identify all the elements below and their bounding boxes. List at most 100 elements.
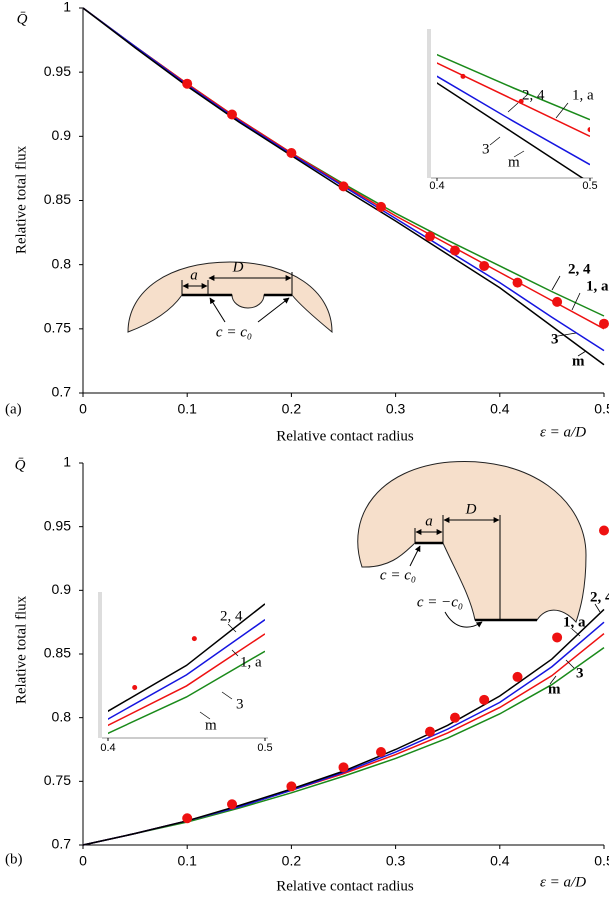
inset-label-leader bbox=[199, 711, 211, 720]
label-leader bbox=[565, 659, 575, 669]
x-tick-label: 0 bbox=[79, 401, 87, 417]
data-point bbox=[479, 260, 490, 271]
diagram-label: D bbox=[232, 259, 244, 275]
x-tick-label: 0.1 bbox=[177, 853, 197, 869]
series-label: 2, 4 bbox=[590, 589, 609, 605]
series-line bbox=[108, 603, 265, 713]
panel-label: (a) bbox=[5, 401, 22, 417]
x-axis-formula: ε = a/D bbox=[540, 424, 586, 440]
data-point bbox=[552, 296, 563, 307]
diagram-label: a bbox=[190, 267, 198, 283]
y-tick-label: 0.9 bbox=[52, 581, 72, 597]
data-point bbox=[424, 231, 435, 242]
inset-series-label: 2, 4 bbox=[522, 87, 545, 103]
inset-data-point bbox=[263, 504, 268, 509]
y-tick-label: 0.9 bbox=[52, 127, 72, 143]
inset-background bbox=[431, 29, 594, 178]
x-tick-label: 0 bbox=[79, 853, 87, 869]
inset-label-leader bbox=[507, 102, 519, 113]
series-line bbox=[108, 619, 265, 720]
label-leader bbox=[557, 332, 577, 337]
y-tick-label: 0.95 bbox=[44, 63, 71, 79]
diagram-b: a D c = c₀ c = −c₀ bbox=[357, 460, 587, 628]
inset-x-tick-label: 0.4 bbox=[429, 180, 444, 192]
data-point bbox=[424, 726, 435, 737]
x-axis-label: Relative contact radius bbox=[276, 878, 414, 894]
data-point bbox=[227, 109, 238, 120]
series-label: m bbox=[572, 353, 585, 369]
x-tick-label: 0.2 bbox=[282, 401, 302, 417]
diagram-label: D bbox=[465, 501, 477, 517]
series-label: 3 bbox=[576, 665, 584, 681]
inset-series-label: 3 bbox=[482, 141, 490, 157]
x-tick-label: 0.3 bbox=[386, 401, 406, 417]
label-leader bbox=[549, 675, 557, 685]
y-axis-symbol: Q̄ bbox=[15, 457, 26, 473]
inset-label-leader bbox=[513, 150, 525, 158]
diagram-label: c = c₀ bbox=[216, 324, 252, 340]
inset-data-point bbox=[191, 636, 197, 642]
inset-series-label: 3 bbox=[236, 696, 244, 712]
x-tick-label: 0.5 bbox=[594, 853, 609, 869]
data-point bbox=[286, 148, 297, 159]
data-point bbox=[599, 525, 609, 536]
inset-series-label: m bbox=[205, 717, 217, 733]
data-point bbox=[552, 632, 563, 643]
data-point bbox=[449, 712, 460, 723]
series-label: 3 bbox=[551, 331, 559, 347]
diagram-a: a D c = c₀ bbox=[127, 259, 333, 340]
y-tick-label: 0.8 bbox=[52, 255, 72, 271]
inset-series-label: m bbox=[508, 154, 520, 170]
series-line bbox=[108, 650, 265, 735]
y-tick-label: 1 bbox=[63, 454, 71, 470]
data-point bbox=[512, 671, 523, 682]
series-label: 1, a bbox=[586, 278, 609, 294]
inset-series-label: 2, 4 bbox=[220, 608, 243, 624]
y-tick-label: 0.85 bbox=[44, 645, 71, 661]
series-line bbox=[437, 75, 590, 166]
inset-label-leader bbox=[489, 136, 501, 146]
y-axis-label: Relative total flux bbox=[13, 145, 29, 254]
label-leader bbox=[571, 292, 581, 311]
y-tick-label: 0.75 bbox=[44, 772, 71, 788]
inset-label-leader bbox=[555, 102, 569, 119]
data-point bbox=[227, 799, 238, 810]
series-label: 2, 4 bbox=[568, 261, 591, 277]
inset-data-point bbox=[518, 98, 524, 104]
diagram-label: c = c₀ bbox=[380, 567, 416, 583]
data-point bbox=[449, 245, 460, 256]
y-tick-label: 1 bbox=[63, 0, 71, 15]
y-tick-label: 0.95 bbox=[44, 517, 71, 533]
y-tick-label: 0.7 bbox=[52, 384, 72, 400]
label-leader bbox=[551, 275, 561, 291]
series-line bbox=[108, 633, 265, 727]
inset-series-label: 1, a bbox=[240, 654, 262, 670]
x-axis-formula: ε = a/D bbox=[540, 874, 586, 890]
series-line bbox=[437, 82, 584, 178]
series-label: m bbox=[548, 681, 561, 697]
x-tick-label: 0.4 bbox=[490, 401, 510, 417]
data-point bbox=[182, 78, 193, 89]
inset-x-tick-label: 0.5 bbox=[257, 742, 272, 754]
x-tick-label: 0.1 bbox=[177, 401, 197, 417]
data-point bbox=[479, 694, 490, 705]
inset-series-label: 1, a bbox=[572, 87, 594, 103]
inset-plot bbox=[437, 53, 590, 178]
data-point bbox=[286, 781, 297, 792]
data-point bbox=[376, 201, 387, 212]
data-point bbox=[599, 318, 609, 329]
y-tick-label: 0.7 bbox=[52, 836, 72, 852]
series-line bbox=[437, 53, 590, 121]
inset-x-tick-label: 0.5 bbox=[582, 180, 597, 192]
data-point bbox=[182, 813, 193, 824]
data-point bbox=[338, 181, 349, 192]
series-label: 1, a bbox=[563, 614, 586, 630]
diagram-label: c = −c₀ bbox=[417, 594, 463, 610]
series-line bbox=[82, 647, 605, 846]
x-axis-label: Relative contact radius bbox=[276, 428, 414, 444]
label-leader bbox=[594, 603, 601, 613]
x-tick-label: 0.5 bbox=[594, 401, 609, 417]
inset-label-leader bbox=[227, 623, 237, 633]
y-axis-label: Relative total flux bbox=[13, 595, 29, 704]
